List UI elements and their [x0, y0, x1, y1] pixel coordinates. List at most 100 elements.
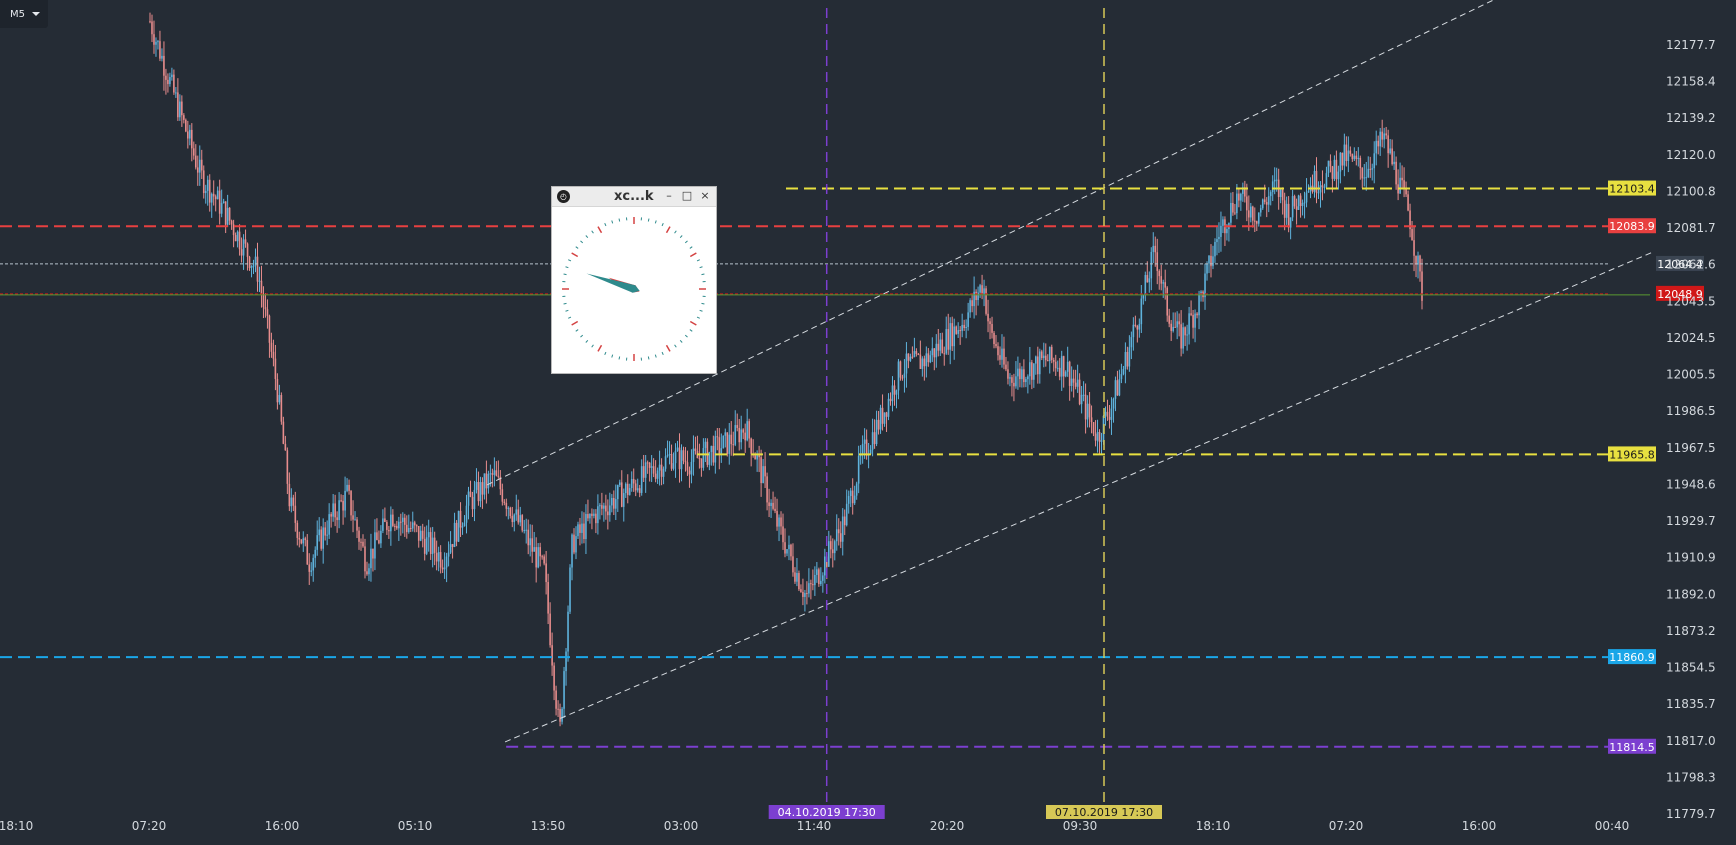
candle-body [191, 129, 193, 149]
candle-body [342, 500, 344, 511]
candle-body [907, 353, 910, 361]
candle-body [1349, 150, 1352, 154]
candle-body [513, 514, 516, 523]
candle-body [991, 324, 993, 333]
candle-body [953, 326, 956, 347]
candle-body [175, 92, 177, 94]
x-tick-label: 13:50 [531, 819, 566, 833]
candle-body [573, 534, 575, 553]
candle-body [961, 324, 963, 331]
candles [149, 12, 1423, 727]
candle-body [324, 527, 326, 536]
candle-body [354, 519, 356, 521]
candle-body [790, 544, 792, 557]
candle-body [366, 571, 368, 575]
candle-body [1345, 144, 1348, 161]
clock-app-icon[interactable]: ◴ [557, 190, 570, 203]
candle-body [238, 231, 241, 250]
candle-body [638, 488, 641, 493]
candle-body [959, 330, 961, 332]
candle-body [1148, 278, 1151, 283]
time-axis[interactable]: 18:10 07:20 16:00 05:10 13:50 03:00 11:40 20:20… [0, 819, 1629, 833]
candle-body [618, 482, 621, 486]
candle-body [382, 518, 384, 531]
candle-body [230, 220, 233, 225]
candle-body [1092, 422, 1095, 434]
candle-body [443, 567, 446, 570]
candle-body [561, 708, 563, 722]
candle-body [194, 155, 197, 168]
candle-body [1369, 168, 1372, 170]
candle-body [316, 535, 319, 550]
candle-body [1323, 186, 1326, 188]
blue-level-tag [1608, 649, 1656, 665]
clock-tick [661, 351, 664, 355]
candle-body [833, 541, 836, 554]
candle-body [1072, 378, 1075, 383]
candle-body [1021, 369, 1023, 380]
candle-body [344, 490, 346, 511]
candle-body [1220, 225, 1222, 237]
candle-body [660, 464, 663, 477]
price-axis[interactable]: 12177.7 12158.4 12139.2 12120.0 12100.8 12081… [1666, 38, 1716, 821]
candle-body [527, 529, 530, 546]
candle-body [226, 207, 229, 225]
close-icon[interactable]: × [700, 189, 710, 202]
candle-body [1086, 403, 1089, 420]
candle-body [1108, 416, 1111, 420]
candle-body [903, 373, 906, 378]
trend-channel[interactable] [486, 0, 1653, 743]
minimize-icon[interactable]: – [666, 189, 672, 202]
candle-body [499, 476, 502, 490]
clock-tick [701, 302, 705, 305]
maximize-icon[interactable]: □ [681, 189, 693, 202]
candle-body [1184, 327, 1186, 336]
date-markers[interactable]: 04.10.2019 17:30 07.10.2019 17:30 [768, 8, 1162, 819]
candle-body [1192, 314, 1194, 328]
timeframe-selector[interactable]: M5 [0, 0, 48, 28]
candle-body [515, 509, 518, 515]
candle-body [392, 514, 394, 526]
clock-tick [591, 344, 594, 348]
yellow-support-tag [1608, 446, 1656, 462]
candle-body [977, 292, 979, 301]
candle-body [756, 454, 758, 460]
candle-body [999, 355, 1001, 360]
candle-body [384, 518, 386, 522]
candle-body [1230, 202, 1232, 223]
candle-body [1273, 179, 1276, 182]
candle-body [680, 450, 683, 470]
candle-body [165, 75, 167, 80]
candle-body [849, 490, 852, 497]
candle-body [1279, 189, 1282, 197]
candle-body [628, 488, 631, 495]
candle-body [563, 671, 565, 709]
xclock-window[interactable]: ◴ xc...k – □ × [551, 186, 717, 374]
candle-body [1248, 210, 1250, 218]
candle-body [929, 355, 932, 363]
candle-body [579, 524, 581, 533]
clock-tick [679, 339, 683, 343]
window-titlebar[interactable]: ◴ xc...k – □ × [552, 187, 716, 207]
horizontal-levels[interactable]: 12103.4 12083.9 12064.4 12048.9 11965.8 11860… [0, 180, 1704, 754]
candle-body [1154, 245, 1157, 253]
candle-body [1208, 255, 1210, 264]
candle-body [453, 522, 456, 547]
x-tick-label: 16:00 [1462, 819, 1497, 833]
candle-body [1031, 362, 1033, 380]
date-marker-1-tag-label: 04.10.2019 17:30 [778, 806, 876, 819]
candle-body [1194, 313, 1196, 328]
candle-body [808, 583, 810, 594]
candle-body [312, 557, 315, 571]
candle-body [1202, 291, 1204, 298]
clock-tick [689, 252, 697, 258]
candle-body [760, 457, 762, 484]
candle-body [1166, 287, 1169, 316]
candle-body [1363, 177, 1366, 179]
candle-body [1365, 177, 1368, 179]
candle-body [913, 351, 916, 358]
candle-body [409, 527, 412, 529]
candle-body [857, 455, 860, 484]
candle-body [1196, 313, 1198, 316]
